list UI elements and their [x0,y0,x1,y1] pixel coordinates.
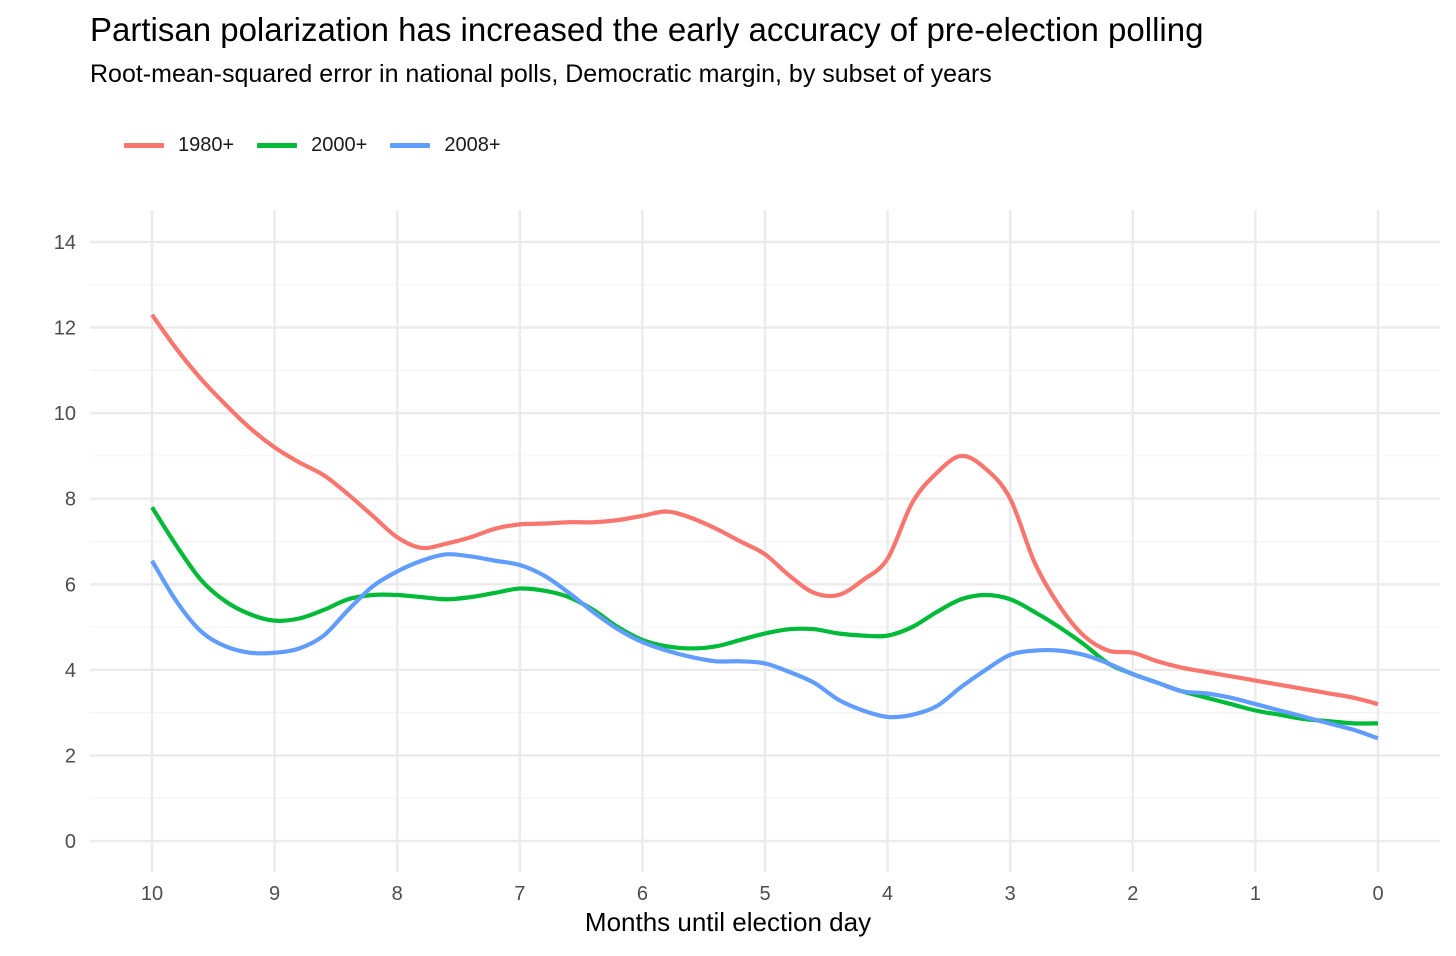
x-tick-label: 2 [1127,883,1138,905]
x-tick-label: 9 [269,883,280,905]
legend-swatch-2000 [257,142,298,148]
x-tick-label: 10 [141,883,163,905]
y-tick-label: 6 [65,574,76,596]
y-tick-label: 8 [65,489,76,511]
y-tick-label: 0 [65,831,76,853]
x-tick-label: 8 [392,883,403,905]
legend-item-2000: 2000+ [257,134,367,157]
x-axis-ticks: 10 9 8 7 6 5 4 3 2 1 0 [141,883,1384,905]
y-tick-label: 2 [65,745,76,767]
y-tick-label: 14 [54,232,76,254]
y-tick-label: 10 [54,403,76,425]
y-tick-label: 12 [54,318,76,340]
chart-subtitle: Root-mean-squared error in national poll… [90,60,992,88]
x-tick-label: 3 [1005,883,1016,905]
x-tick-label: 7 [514,883,525,905]
x-axis-title: Months until election day [584,907,872,937]
y-tick-label: 4 [65,660,76,682]
legend-label-1980: 1980+ [178,133,235,156]
legend-item-1980: 1980+ [124,134,234,157]
x-tick-label: 4 [882,883,893,905]
legend-swatch-2008 [390,142,431,148]
x-tick-label: 1 [1250,883,1261,905]
legend: 1980+ 2000+ 2008+ [124,130,524,160]
legend-label-2008: 2008+ [444,133,501,156]
series-line-1980 [150,313,1379,707]
grid-major [90,210,1440,872]
legend-item-2008: 2008+ [390,133,501,157]
chart-title: Partisan polarization has increased the … [90,11,1204,48]
x-tick-label: 6 [637,883,648,905]
x-tick-label: 5 [759,883,770,905]
legend-swatch-1980 [124,142,164,148]
series-line-2008 [150,552,1379,741]
y-axis-ticks: 0 2 4 6 8 10 12 14 [54,232,76,853]
legend-label-2000: 2000+ [311,133,368,156]
x-tick-label: 0 [1372,883,1383,905]
series-lines [150,313,1379,741]
